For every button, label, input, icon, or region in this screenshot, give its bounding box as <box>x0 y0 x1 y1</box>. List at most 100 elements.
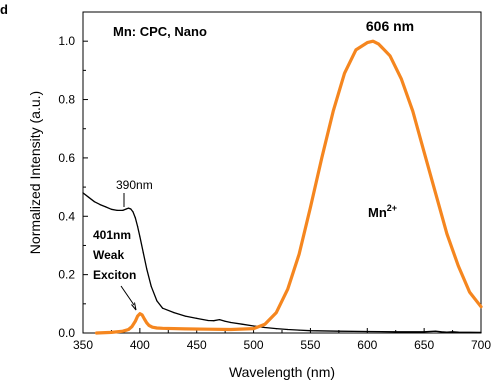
plot-area: 350 400 450 500 550 600 650 700 0.0 0.2 0.4 0.6 0.8 1… <box>27 11 491 380</box>
data-point <box>137 225 139 228</box>
y-tick-label: 0.4 <box>58 209 75 223</box>
data-point <box>372 40 374 42</box>
data-point <box>434 330 437 332</box>
mn-symbol: Mn <box>368 205 387 220</box>
data-point <box>139 236 141 238</box>
data-point <box>287 328 289 331</box>
data-point <box>127 207 130 209</box>
data-point <box>457 265 459 267</box>
data-point <box>173 312 175 314</box>
data-point <box>96 332 98 334</box>
series-0 <box>82 192 482 334</box>
data-point <box>139 313 141 315</box>
data-point <box>287 288 289 290</box>
data-point <box>298 253 300 255</box>
data-point <box>162 307 164 309</box>
data-point <box>131 326 133 328</box>
annotation-exciton-arrowhead <box>131 302 137 311</box>
x-tick-label: 550 <box>300 338 320 352</box>
data-point <box>137 315 139 317</box>
data-point <box>110 331 112 333</box>
panel-letter: d <box>0 2 8 17</box>
data-point <box>196 317 198 319</box>
data-point <box>321 157 323 159</box>
data-point <box>151 326 153 328</box>
annotation-mn2plus: Mn2+ <box>368 203 397 220</box>
x-tick-label: 450 <box>187 338 207 352</box>
data-point <box>132 211 134 213</box>
series-line <box>95 39 483 335</box>
x-axis-label: Wavelength (nm) <box>229 364 335 380</box>
data-point <box>446 233 448 235</box>
data-point <box>88 196 90 198</box>
annotation-exciton-line: Exciton <box>93 268 136 282</box>
y-tick-label: 1.0 <box>58 34 75 48</box>
series-1 <box>95 39 483 335</box>
data-point <box>224 320 226 322</box>
data-point <box>264 326 266 329</box>
data-point <box>366 42 368 44</box>
data-point <box>395 331 397 333</box>
data-point <box>162 327 164 329</box>
data-point <box>452 331 454 333</box>
data-point <box>230 328 232 331</box>
y-tick-label: 0.0 <box>58 326 75 340</box>
data-point <box>134 320 136 322</box>
data-point <box>355 49 357 51</box>
data-point <box>309 330 311 332</box>
data-point <box>207 319 209 322</box>
data-point <box>148 324 150 326</box>
data-point <box>218 319 221 321</box>
data-point <box>480 306 482 308</box>
data-point <box>264 323 266 325</box>
annotation-exciton-arrow-line <box>120 285 135 306</box>
data-point <box>156 327 158 329</box>
annotation-390nm: 390nm <box>116 178 153 192</box>
data-point <box>400 78 402 80</box>
data-point <box>332 110 334 112</box>
data-point <box>134 217 136 219</box>
data-point <box>366 330 368 333</box>
series-line <box>82 192 482 334</box>
mn-charge: 2+ <box>387 203 397 213</box>
data-point <box>480 331 482 333</box>
data-point <box>122 330 124 332</box>
y-axis-label: Normalized Intensity (a.u.) <box>27 91 43 254</box>
data-point <box>253 328 255 330</box>
data-point <box>99 204 101 206</box>
data-point <box>156 300 158 302</box>
data-point <box>125 208 127 210</box>
data-point <box>338 330 340 332</box>
x-tick-label: 500 <box>244 338 264 352</box>
y-tick-label: 0.2 <box>58 268 75 282</box>
data-point <box>378 43 380 45</box>
data-point <box>253 325 255 327</box>
annotation-exciton-line: 401nm <box>93 228 131 242</box>
x-tick-label: 350 <box>73 338 93 352</box>
data-point <box>142 252 144 254</box>
data-point <box>412 110 414 112</box>
data-point <box>105 206 107 208</box>
data-point <box>298 329 300 331</box>
data-point <box>434 192 437 194</box>
data-point <box>230 321 232 324</box>
plot-frame <box>82 11 482 334</box>
data-point <box>343 72 346 74</box>
x-tick-label: 400 <box>130 338 150 352</box>
data-point <box>127 328 130 331</box>
data-point <box>110 208 112 210</box>
data-point <box>275 312 277 314</box>
x-tick-label: 700 <box>471 338 491 352</box>
data-point <box>146 268 148 270</box>
data-point <box>122 209 124 211</box>
data-point <box>130 208 132 210</box>
annotation-peak-606: 606 nm <box>366 18 414 34</box>
data-point <box>275 328 277 330</box>
data-point <box>82 192 84 194</box>
data-point <box>457 331 459 333</box>
data-point <box>469 291 471 293</box>
data-point <box>446 331 448 333</box>
data-point <box>116 209 118 211</box>
